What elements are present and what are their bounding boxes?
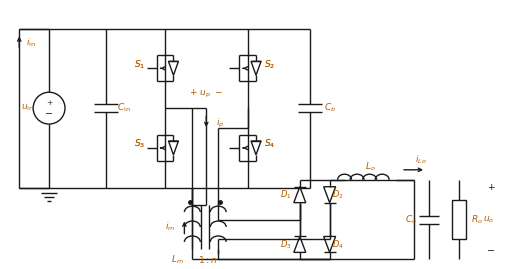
Text: $S_2$: $S_2$ xyxy=(264,58,276,71)
Text: $+\ u_p\ -$: $+\ u_p\ -$ xyxy=(189,88,223,100)
Text: $C_o$: $C_o$ xyxy=(405,213,417,226)
Text: $S_1$: $S_1$ xyxy=(134,58,145,71)
Text: −: − xyxy=(45,109,53,119)
Text: $S_4$: $S_4$ xyxy=(264,138,276,150)
Text: $i_p$: $i_p$ xyxy=(216,116,224,130)
Text: +: + xyxy=(46,99,52,107)
Text: +: + xyxy=(487,183,495,192)
Text: $S_4$: $S_4$ xyxy=(264,138,276,150)
Text: $D_4$: $D_4$ xyxy=(332,238,344,251)
Text: $u_{\rm in}$: $u_{\rm in}$ xyxy=(21,103,34,114)
Text: $S_3$: $S_3$ xyxy=(134,138,145,150)
Text: $C_{\rm in}$: $C_{\rm in}$ xyxy=(117,102,130,114)
Text: $1:n$: $1:n$ xyxy=(198,254,217,265)
Text: $i_m$: $i_m$ xyxy=(166,220,175,233)
Text: $i_{Lo}$: $i_{Lo}$ xyxy=(415,154,427,166)
Text: $C_b$: $C_b$ xyxy=(324,102,336,114)
Text: $D_2$: $D_2$ xyxy=(332,189,344,201)
Text: $S_2$: $S_2$ xyxy=(264,58,276,71)
Text: $R_o$: $R_o$ xyxy=(471,213,483,226)
Text: $i_{\rm in}$: $i_{\rm in}$ xyxy=(26,36,36,49)
Text: $L_m$: $L_m$ xyxy=(171,253,184,266)
Text: $D_3$: $D_3$ xyxy=(280,238,292,251)
Text: −: − xyxy=(487,247,495,256)
Text: $u_o$: $u_o$ xyxy=(483,214,495,225)
Text: $S_1$: $S_1$ xyxy=(134,58,145,71)
Text: $D_1$: $D_1$ xyxy=(280,189,292,201)
Text: $L_o$: $L_o$ xyxy=(365,161,376,173)
Text: $S_3$: $S_3$ xyxy=(134,138,145,150)
